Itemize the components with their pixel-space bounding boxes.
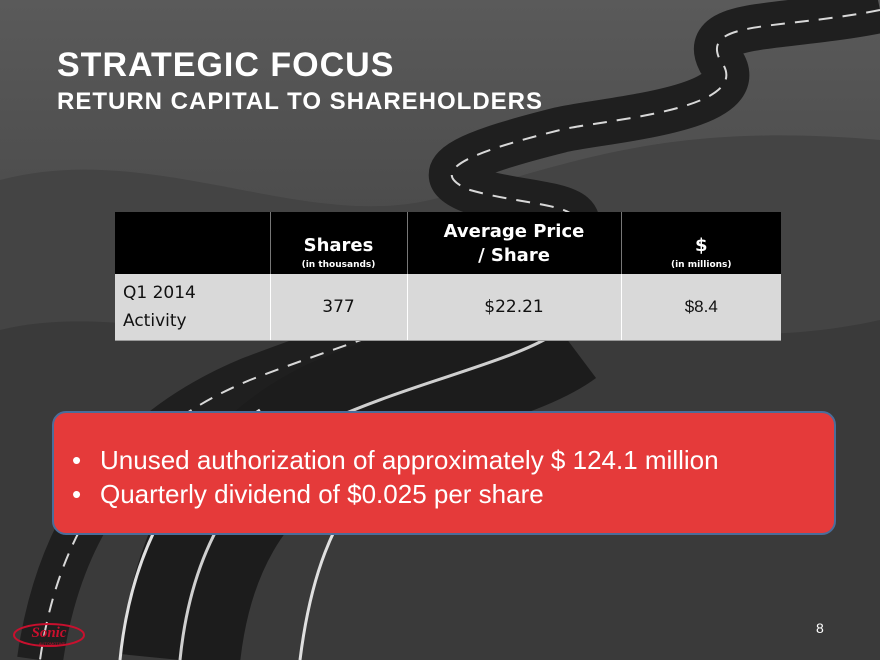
list-item: • Unused authorization of approximately $… <box>72 443 834 477</box>
page-number: 8 <box>816 620 824 636</box>
header-dollars-unit: (in millions) <box>670 260 732 270</box>
table-header-row: Shares (in thousands) Average Price / Sh… <box>115 212 781 274</box>
cell-dollars: $8.4 <box>620 274 781 341</box>
cell-average-price: $22.21 <box>406 274 621 341</box>
svg-text:Sonic: Sonic <box>31 625 66 641</box>
header-shares-unit: (in thousands) <box>301 260 376 270</box>
header-blank <box>115 212 270 274</box>
row-label: Q1 2014 Activity <box>115 274 270 341</box>
share-repurchase-table: Shares (in thousands) Average Price / Sh… <box>115 212 781 341</box>
header-average-price: Average Price / Share <box>406 212 621 274</box>
highlights-callout: • Unused authorization of approximately $… <box>52 411 836 535</box>
highlights-list: • Unused authorization of approximately $… <box>72 443 834 511</box>
header-shares: Shares (in thousands) <box>269 212 407 274</box>
bullet-icon: • <box>72 445 82 475</box>
sonic-automotive-logo: Sonic AUTOMOTIVE <box>13 623 85 647</box>
highlight-text: Quarterly dividend of $0.025 per share <box>100 479 544 509</box>
header-average-price-label: Average Price / Share <box>443 221 585 266</box>
cell-shares: 377 <box>269 274 407 341</box>
table-row: Q1 2014 Activity 377 $22.21 $8.4 <box>115 274 781 341</box>
header-dollars: $ (in millions) <box>620 212 781 274</box>
header-dollars-label: $ <box>694 235 708 256</box>
highlight-text: Unused authorization of approximately $ … <box>100 445 719 475</box>
header-shares-label: Shares <box>303 235 374 256</box>
row-label-text: Q1 2014 Activity <box>123 283 196 331</box>
list-item: • Quarterly dividend of $0.025 per share <box>72 477 834 511</box>
svg-text:AUTOMOTIVE: AUTOMOTIVE <box>39 641 66 646</box>
slide-subtitle: RETURN CAPITAL TO SHAREHOLDERS <box>57 88 544 115</box>
bullet-icon: • <box>72 479 82 509</box>
slide-title: STRATEGIC FOCUS <box>57 46 395 84</box>
